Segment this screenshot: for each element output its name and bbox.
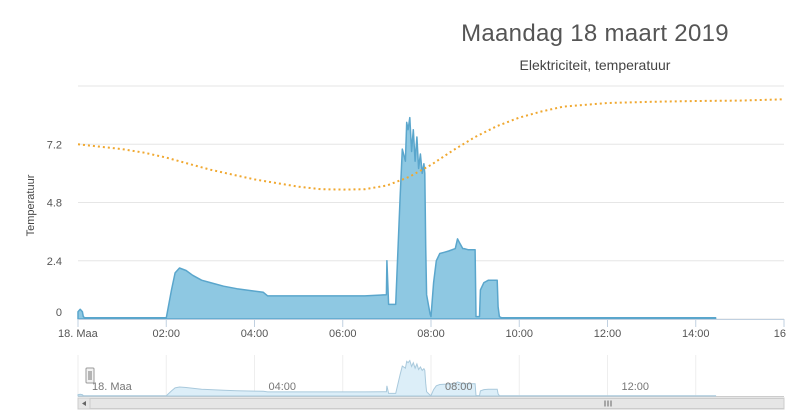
x-tick-label: 08:00 [417, 328, 445, 340]
x-tick-label: 18. Maa [58, 328, 99, 340]
x-tick-label: 10:00 [505, 328, 533, 340]
chart-subtitle: Elektriciteit, temperatuur [519, 57, 671, 73]
scrollbar[interactable] [77, 397, 785, 410]
x-tick-label: 04:00 [241, 328, 269, 340]
y-tick-label: 7.2 [47, 139, 62, 151]
y-tick-label: 2.4 [47, 256, 62, 268]
navigator[interactable]: 18. Maa 04:00 08:00 12:00 [77, 355, 785, 410]
navigator-handle-left[interactable] [85, 367, 95, 384]
y-tick-label: 0 [56, 307, 62, 319]
x-tick-label: 12:00 [594, 328, 622, 340]
x-tick-label: 16 [774, 328, 786, 340]
navigator-tick-label: 08:00 [445, 381, 473, 393]
navigator-area [77, 359, 717, 397]
y-tick-label: 4.8 [47, 198, 62, 210]
navigator-tick-label: 04:00 [269, 381, 297, 393]
temperature-line-series[interactable] [77, 98, 785, 191]
x-tick-label: 06:00 [329, 328, 357, 340]
navigator-handle-left-box[interactable] [85, 367, 95, 384]
x-tick-label: 14:00 [682, 328, 710, 340]
navigator-tick-label: 18. Maa [92, 381, 133, 393]
y-axis-label: Temperatuur [25, 174, 37, 236]
temperature-line[interactable] [77, 98, 785, 191]
x-tick-label: 02:00 [152, 328, 180, 340]
electricity-area-series[interactable] [77, 116, 717, 320]
chart-title: Maandag 18 maart 2019 [461, 20, 729, 47]
scrollbar-thumb[interactable] [89, 398, 785, 409]
electricity-area[interactable] [77, 116, 717, 320]
navigator-tick-label: 12:00 [622, 381, 650, 393]
axes: 0 2.4 4.8 7.2 Temperatuur 18. Maa 02:00 04:00 06… [25, 139, 786, 340]
arrow-left-icon [82, 401, 86, 406]
